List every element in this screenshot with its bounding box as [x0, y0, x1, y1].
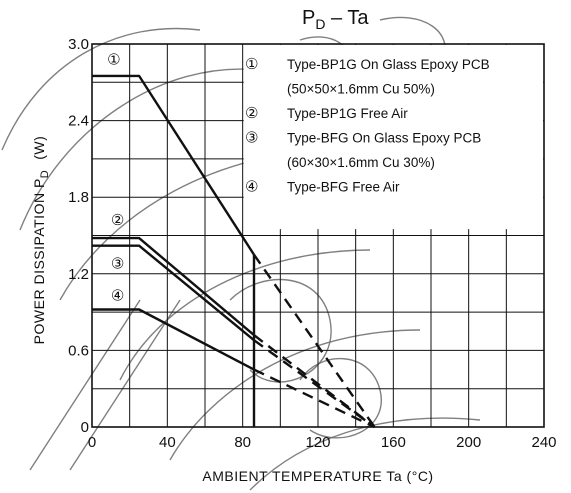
legend-box: [243, 45, 543, 230]
x-tick-label: 80: [234, 434, 251, 451]
tick-labels: 0 40 80 120 160 200 240 0 0.6 1.2 1.8 2.4 3.0: [68, 36, 556, 451]
legend-entry: Type-BFG On Glass Epoxy PCB: [287, 131, 481, 146]
series-4-dashed-line: [253, 368, 376, 429]
y-tick-label: 2.4: [68, 113, 89, 130]
curve-marker: ②: [111, 212, 124, 229]
series-3-solid-line: [92, 244, 255, 342]
series-lines: [92, 74, 376, 429]
title-main: P: [302, 7, 315, 29]
legend-marker: ④: [245, 179, 258, 196]
y-tick-label: 0: [81, 419, 89, 436]
x-tick-label: 0: [88, 434, 96, 451]
plot-frame: [91, 43, 545, 428]
series-3-dashed-line: [253, 339, 376, 428]
legend-entry: Type-BP1G On Glass Epoxy PCB: [287, 57, 490, 72]
y-tick-label: 1.2: [68, 266, 89, 283]
curve-markers: ① ② ③ ④: [107, 51, 124, 304]
curve-marker: ①: [107, 51, 120, 68]
legend-entry: (50×50×1.6mm Cu 50%): [287, 82, 435, 97]
curve-marker: ④: [111, 288, 124, 305]
series-1-solid-line: [92, 74, 256, 256]
series-2-dashed-line: [253, 334, 376, 428]
y-axis-label: POWER DISSIPATION PD (W): [31, 136, 51, 345]
legend-entry: (60×30×1.6mm Cu 30%): [287, 155, 435, 170]
chart-title: PD – Ta: [302, 7, 369, 32]
y-tick-label: 0.6: [68, 342, 89, 359]
x-tick-label: 40: [159, 434, 176, 451]
series-2-solid-line: [92, 236, 255, 337]
curve-marker: ③: [111, 256, 124, 273]
x-tick-label: 120: [305, 434, 330, 451]
y-axis-label-unit: (W): [31, 136, 47, 160]
legend: ① Type-BP1G On Glass Epoxy PCB (50×50×1.6m…: [245, 56, 490, 196]
legend-marker: ①: [245, 56, 258, 73]
legend-entry: Type-BFG Free Air: [287, 180, 400, 195]
y-axis-label-main: POWER DISSIPATION P: [31, 178, 47, 344]
title-subscript: D: [315, 16, 325, 32]
legend-marker: ②: [245, 105, 258, 122]
legend-entry: Type-BP1G Free Air: [287, 106, 408, 121]
y-tick-label: 1.8: [68, 189, 89, 206]
x-axis-label: AMBIENT TEMPERATURE Ta (°C): [202, 468, 433, 484]
legend-marker: ③: [245, 130, 258, 147]
y-tick-label: 3.0: [68, 36, 89, 53]
legend-background: [243, 45, 543, 230]
y-axis-label-subscript: D: [39, 170, 51, 178]
x-tick-label: 160: [381, 434, 406, 451]
title-rest: – Ta: [325, 7, 369, 29]
plot-border: [91, 43, 545, 428]
x-tick-label: 200: [456, 434, 481, 451]
series-4-solid-line: [92, 308, 255, 371]
x-tick-label: 240: [531, 434, 556, 451]
